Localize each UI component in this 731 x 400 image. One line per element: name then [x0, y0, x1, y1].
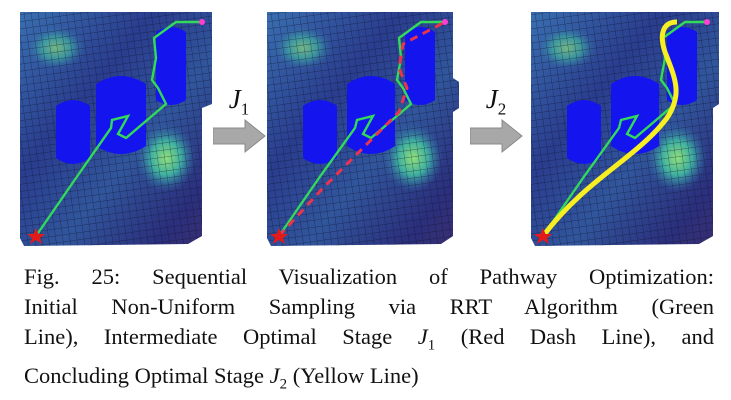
goal-marker: [199, 19, 205, 25]
rrt-path-line: [35, 20, 202, 237]
obstacle-cylinder: [567, 100, 601, 164]
caption-line-4: Concluding Optimal Stage J2 (Yellow Line…: [24, 362, 419, 393]
start-marker: [270, 228, 288, 244]
stage-j2-line: [541, 19, 679, 238]
caption-line-1: Fig. 25: Sequential Visualization of Pat…: [24, 264, 714, 289]
obstacle-cylinder: [611, 76, 659, 154]
stage-j1-dash-line: [277, 20, 446, 238]
goal-marker: [704, 19, 710, 25]
caption-line-2: Initial Non-Uniform Sampling via RRT Alg…: [24, 294, 714, 319]
arrow-label-j1: J1: [228, 84, 250, 119]
start-marker: [27, 228, 45, 244]
obstacle-cylinder: [96, 76, 146, 154]
start-marker: [534, 228, 552, 244]
figure-caption: Fig. 25: Sequential Visualization of Pat…: [24, 262, 714, 399]
arrow-label-j2: J2: [485, 84, 507, 119]
stage-j2-panel: [527, 8, 727, 248]
rrt-path-panel: [16, 8, 216, 248]
stage-arrow-j1: J1: [209, 84, 269, 164]
obstacle-cylinder: [156, 27, 186, 105]
obstacle-cylinder: [56, 100, 90, 164]
stage-j1-panel: [263, 8, 463, 248]
stage-arrow-j2: J2: [466, 84, 526, 164]
obstacles: [303, 27, 435, 164]
right-arrow-icon: [470, 118, 523, 154]
math-j1: J1: [417, 324, 436, 354]
goal-marker: [442, 19, 448, 25]
right-arrow-icon: [213, 118, 266, 154]
math-j2: J2: [269, 362, 288, 393]
caption-line-3: Line), Intermediate Optimal Stage J1 (Re…: [24, 324, 714, 354]
obstacle-cylinder: [405, 27, 435, 105]
obstacle-cylinder: [303, 100, 337, 164]
obstacles: [56, 27, 186, 164]
obstacle-cylinder: [347, 76, 395, 154]
